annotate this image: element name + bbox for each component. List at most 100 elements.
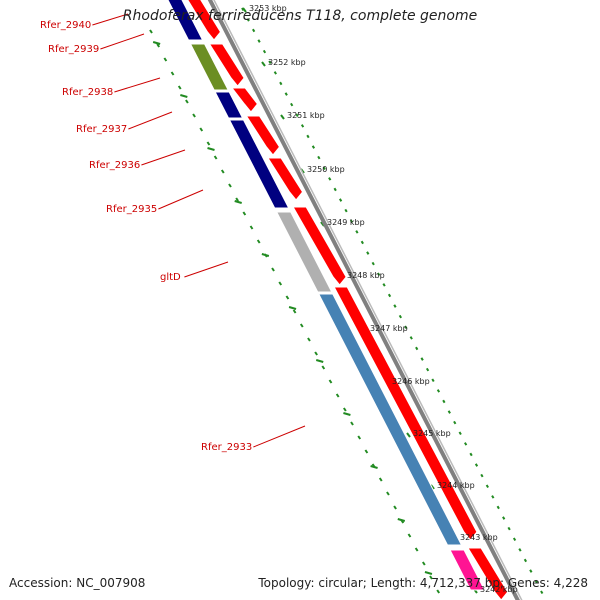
- minor-tick: [278, 281, 283, 286]
- minor-tick: [170, 71, 175, 76]
- minor-tick: [404, 325, 408, 330]
- minor-tick: [540, 590, 544, 595]
- minor-tick: [491, 495, 495, 499]
- forward-cds-segment: [231, 87, 259, 113]
- minor-tick: [360, 240, 364, 245]
- minor-tick: [429, 575, 433, 580]
- minor-tick: [177, 85, 182, 90]
- minor-tick: [398, 314, 402, 319]
- forward-cds-segment: [292, 206, 347, 286]
- minor-tick: [213, 155, 218, 160]
- minor-tick: [431, 378, 435, 383]
- minor-tick: [317, 155, 321, 160]
- minor-tick: [335, 393, 340, 398]
- reverse-cds-segment: [189, 43, 229, 91]
- ruler-label: 3250 kbp: [307, 165, 345, 174]
- minor-tick: [474, 463, 479, 467]
- minor-tick: [284, 92, 288, 96]
- minor-tick: [343, 407, 347, 412]
- gene-leader-line: [158, 189, 204, 210]
- minor-tick: [257, 39, 261, 43]
- forward-cds-segment: [267, 157, 304, 201]
- minor-tick: [322, 166, 326, 171]
- minor-tick: [458, 431, 462, 436]
- forward-cds-segment: [245, 115, 281, 156]
- minor-tick: [328, 379, 333, 384]
- minor-tick: [300, 124, 305, 128]
- minor-tick: [262, 49, 267, 54]
- minor-tick: [279, 81, 283, 86]
- minor-tick: [273, 71, 277, 75]
- minor-tick: [453, 420, 457, 425]
- ruler-label: 3252 kbp: [268, 58, 306, 67]
- minor-tick: [393, 505, 397, 510]
- genome-backbone: [207, 0, 523, 600]
- minor-tick: [523, 558, 528, 563]
- major-tick: [288, 306, 297, 310]
- minor-tick: [349, 219, 354, 224]
- minor-tick: [355, 230, 359, 234]
- ruler-label: 3251 kbp: [287, 111, 325, 120]
- topology-summary: Topology: circular; Length: 4,712,337 bp…: [258, 576, 588, 590]
- gene-label: Rfer_2935: [106, 204, 157, 215]
- minor-tick: [378, 477, 383, 482]
- reverse-cds-segment: [449, 549, 486, 591]
- minor-tick: [249, 225, 254, 230]
- minor-tick: [464, 442, 468, 446]
- minor-tick: [295, 113, 299, 118]
- minor-tick: [228, 183, 232, 188]
- ruler-label: 3249 kbp: [327, 218, 365, 227]
- ruler-label-layer: 3253 kbp 3252 kbp 3251 kbp 3250 kbp 3249 kbp…: [249, 4, 518, 594]
- minor-tick: [502, 516, 506, 520]
- minor-tick: [485, 484, 489, 489]
- forward-cds-segment: [187, 0, 222, 41]
- gene-leader-line: [128, 111, 173, 130]
- minor-tick: [480, 473, 484, 478]
- ruler-label: 3245 kbp: [413, 429, 451, 438]
- minor-tick: [220, 169, 225, 174]
- minor-tick: [344, 208, 348, 213]
- major-tick: [397, 518, 406, 522]
- minor-tick: [529, 569, 533, 573]
- minor-tick: [311, 145, 316, 149]
- reverse-cds-segment: [167, 0, 204, 41]
- major-tick: [280, 114, 285, 120]
- minor-tick: [442, 399, 446, 404]
- minor-tick: [149, 29, 153, 34]
- minor-tick: [252, 28, 256, 33]
- ruler-label: 3243 kbp: [460, 533, 498, 542]
- minor-tick: [366, 251, 370, 255]
- gene-label-layer: Rfer_2940 Rfer_2939 Rfer_2938 Rfer_2937 Rfer…: [40, 13, 306, 453]
- gene-label: Rfer_2940: [40, 20, 91, 31]
- minor-tick: [420, 357, 424, 361]
- gene-label: Rfer_2933: [201, 442, 252, 453]
- minor-tick: [382, 283, 386, 287]
- gene-label: Rfer_2937: [76, 124, 127, 135]
- gene-label: Rfer_2939: [48, 44, 99, 55]
- minor-tick: [409, 336, 413, 340]
- major-tick: [152, 41, 161, 45]
- minor-tick: [206, 141, 211, 146]
- reverse-cds-segment: [275, 211, 333, 293]
- forward-cds-segment: [467, 547, 509, 600]
- minor-tick: [321, 365, 326, 370]
- minor-tick: [496, 505, 500, 510]
- minor-tick: [357, 435, 362, 440]
- minor-tick: [242, 211, 247, 216]
- minor-tick: [436, 389, 441, 393]
- minor-tick: [307, 337, 311, 342]
- major-tick: [406, 432, 411, 438]
- minor-tick: [246, 18, 250, 22]
- major-tick: [261, 61, 266, 67]
- genome-title: Rhodoferax ferrireducens T118, complete …: [122, 8, 478, 24]
- minor-tick: [163, 57, 168, 62]
- minor-tick: [350, 421, 354, 426]
- minor-tick: [199, 127, 204, 132]
- ruler-label: 3242 kbp: [480, 585, 518, 594]
- minor-tick: [299, 323, 304, 328]
- minor-tick: [534, 579, 538, 584]
- gene-label: Rfer_2938: [62, 87, 113, 98]
- minor-tick: [328, 177, 332, 181]
- major-tick: [424, 571, 433, 575]
